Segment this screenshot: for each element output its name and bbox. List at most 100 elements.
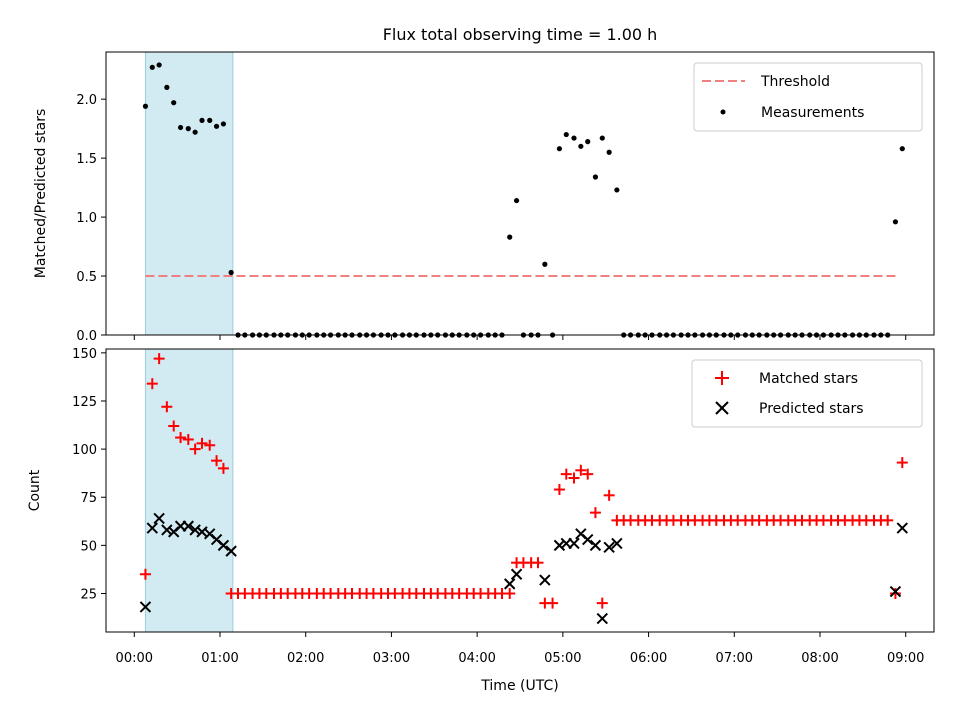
matched-star-point — [896, 457, 908, 469]
bottom-panel: 25 50 75 100 125 150 00:00 01:00 02:00 03:00 04:0… — [27, 347, 935, 694]
matched-star-point — [182, 433, 194, 445]
predicted-star-point — [225, 545, 237, 557]
measurement-point — [228, 269, 234, 276]
count-points — [139, 353, 908, 625]
matched-star-point — [596, 597, 608, 609]
measurement-point — [185, 126, 191, 132]
matched-star-point — [211, 455, 223, 467]
legend-measurements-label: Measurements — [761, 105, 864, 121]
matched-star-point — [560, 468, 572, 480]
matched-star-point — [161, 401, 173, 413]
top-y-tick-label: 0.5 — [76, 270, 97, 285]
predicted-star-point — [182, 520, 194, 532]
x-tick-label: 00:00 — [116, 651, 153, 666]
predicted-star-point — [582, 533, 594, 546]
matched-star-point — [582, 468, 594, 480]
bottom-y-axis-label: Count — [27, 469, 43, 511]
top-legend: Threshold Measurements — [693, 62, 923, 132]
top-y-tick-label: 0.0 — [76, 329, 97, 344]
top-y-tick-label: 2.0 — [76, 93, 97, 108]
legend-threshold-label: Threshold — [760, 74, 830, 90]
measurement-point — [220, 121, 227, 127]
x-tick-label: 03:00 — [373, 651, 410, 666]
bottom-shaded-interval — [144, 348, 234, 633]
x-tick-label: 08:00 — [801, 651, 838, 666]
measurement-point — [542, 261, 548, 267]
top-axes-frame — [105, 51, 935, 336]
legend-predicted-swatch — [715, 401, 729, 415]
matched-star-point — [175, 432, 187, 444]
measurement-point — [164, 84, 170, 90]
measurement-point — [614, 187, 620, 193]
predicted-star-point — [589, 539, 602, 552]
predicted-star-point — [139, 601, 152, 613]
legend-matched-swatch — [715, 371, 729, 385]
x-tick-label: 09:00 — [887, 651, 924, 666]
top-y-ticks: 0.0 0.5 1.0 1.5 2.0 — [76, 93, 106, 344]
measurement-point — [507, 234, 513, 240]
bottom-x-ticks: 00:00 01:00 02:00 03:00 04:00 05:00 06:00 07:00… — [116, 632, 924, 666]
top-y-tick-label: 1.0 — [76, 211, 97, 226]
top-y-axis-label: Matched/Predicted stars — [33, 109, 49, 279]
measurement-point — [892, 219, 899, 225]
matched-star-point — [575, 464, 587, 476]
predicted-star-point — [504, 578, 516, 590]
measurement-point — [563, 131, 569, 138]
measurement-point — [207, 117, 213, 123]
predicted-star-point — [189, 524, 201, 536]
x-tick-label: 01:00 — [201, 651, 238, 666]
x-tick-label: 07:00 — [716, 651, 753, 666]
predicted-star-point — [510, 568, 523, 580]
legend-measurements-swatch — [720, 109, 726, 115]
measurement-point — [513, 197, 520, 204]
predicted-star-point — [596, 612, 608, 625]
measurement-point — [592, 174, 599, 180]
measurement-point — [213, 123, 220, 129]
bottom-y-tick-label: 150 — [72, 347, 97, 362]
measurement-point — [192, 129, 198, 135]
bottom-y-tick-label: 100 — [72, 443, 97, 458]
matched-star-point — [504, 587, 516, 599]
bottom-y-tick-label: 25 — [80, 587, 97, 602]
predicted-star-point — [611, 537, 623, 550]
predicted-star-point — [553, 539, 566, 552]
matched-star-point — [547, 597, 559, 609]
bottom-legend: Matched stars Predicted stars — [691, 359, 923, 428]
matched-star-point — [589, 507, 601, 519]
measurement-point — [606, 149, 612, 155]
legend-matched-label: Matched stars — [759, 371, 858, 387]
top-panel: 0.00.51.01.52.0 Matched/Predicted stars … — [33, 51, 935, 344]
predicted-star-point — [896, 522, 908, 534]
predicted-star-point — [603, 541, 615, 553]
matched-star-point — [189, 443, 201, 455]
x-tick-label: 05:00 — [544, 651, 581, 666]
matched-star-point — [139, 568, 151, 580]
matched-star-point — [217, 462, 229, 474]
predicted-star-point — [568, 537, 580, 550]
matched-star-point — [553, 484, 565, 496]
measurement-point — [142, 103, 149, 109]
predicted-star-point — [153, 512, 165, 525]
measurement-point — [556, 146, 563, 152]
matched-star-point — [568, 472, 580, 484]
measurement-point — [899, 146, 905, 152]
measurement-point — [571, 135, 577, 141]
predicted-star-point — [217, 539, 230, 552]
matched-star-point — [168, 420, 180, 432]
matched-star-point — [532, 557, 544, 569]
legend-predicted-label: Predicted stars — [759, 401, 864, 417]
measurement-point — [599, 135, 605, 141]
x-tick-label: 06:00 — [630, 651, 667, 666]
predicted-star-point — [889, 585, 902, 598]
matched-star-point — [196, 437, 208, 449]
measurement-point — [585, 139, 591, 145]
matched-star-point — [889, 587, 901, 599]
x-tick-label: 04:00 — [458, 651, 495, 666]
measurement-point — [156, 62, 162, 68]
measurement-point — [149, 64, 155, 70]
matched-star-point — [146, 378, 158, 390]
x-tick-label: 02:00 — [287, 651, 324, 666]
predicted-star-point — [146, 522, 158, 534]
predicted-star-point — [539, 574, 551, 586]
